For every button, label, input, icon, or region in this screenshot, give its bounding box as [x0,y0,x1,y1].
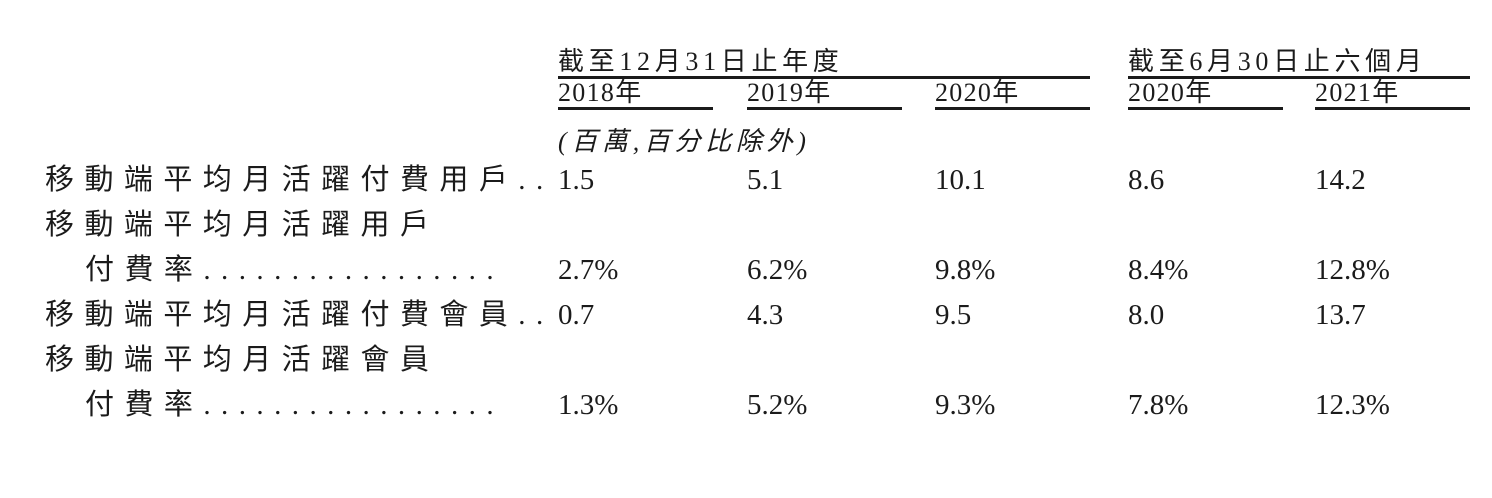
year-header-row: 2018年 2019年 2020年 2020年 2021年 [45,77,1471,110]
value-cell: 6.2% [747,254,808,286]
row-label: 移動端平均月活躍用戶 付費率................. [45,203,558,293]
row-label-line: 移動端平均月活躍付費會員.. [45,299,554,331]
label-column-spacer [45,78,558,109]
year-header-2021-interim: 2021年 [1315,77,1471,110]
unit-note: (百萬,百分比除外) [558,127,811,156]
column-gap [713,203,747,293]
table-row-user-paying-ratio: 移動端平均月活躍用戶 付費率................. 2.7% 6.2… [45,203,1470,293]
column-gap [713,338,747,428]
value-cell: 0.7 [558,299,595,331]
value-cell: 9.3% [935,389,996,421]
column-gap [902,158,935,203]
row-label-line: 移動端平均月活躍會員 [45,344,440,376]
row-label-line: 移動端平均月活躍付費用戶.. [45,164,554,196]
label-column-spacer [45,48,558,78]
year-header-2020-interim: 2020年 [1128,77,1284,110]
column-gap [1090,48,1128,78]
period-header-year-ended: 截至12月31日止年度 [558,48,1091,79]
value-cell: 5.2% [747,389,808,421]
period-header-row: 截至12月31日止年度 截至6月30日止六個月 [45,48,1471,79]
value-cell: 13.7 [1315,299,1366,331]
column-gap [713,158,747,203]
column-gap [902,293,935,338]
column-gap [902,338,935,428]
column-gap [1283,203,1315,293]
column-gap [713,78,747,109]
value-cell: 8.0 [1128,299,1165,331]
value-cell: 12.8% [1315,254,1390,286]
value-cell: 5.1 [747,164,784,196]
row-label-line: 付費率................. [85,254,505,286]
row-label: 移動端平均月活躍會員 付費率................. [45,338,558,428]
table-row-paying-users: 移動端平均月活躍付費用戶.. 1.5 5.1 10.1 8.6 14.2 [45,158,1470,203]
value-cell: 14.2 [1315,164,1366,196]
year-header-2018: 2018年 [558,77,713,110]
column-gap [1090,338,1128,428]
column-gap [1090,203,1128,293]
table-row-member-paying-ratio: 移動端平均月活躍會員 付費率................. 1.3% 5.2… [45,338,1470,428]
label-column-spacer [45,109,558,159]
value-cell: 1.3% [558,389,619,421]
column-gap [902,203,935,293]
unit-note-row: (百萬,百分比除外) [45,109,1470,159]
value-cell: 9.5 [935,299,972,331]
table-row-paying-members: 移動端平均月活躍付費會員.. 0.7 4.3 9.5 8.0 13.7 [45,293,1470,338]
column-gap [1283,338,1315,428]
year-header-2020: 2020年 [935,77,1091,110]
value-cell: 10.1 [935,164,986,196]
column-gap [1283,78,1315,109]
value-cell: 8.6 [1128,164,1165,196]
column-gap [1283,158,1315,203]
value-cell: 1.5 [558,164,595,196]
column-gap [1090,78,1128,109]
value-cell: 7.8% [1128,389,1189,421]
column-gap [1090,293,1128,338]
column-gap [902,78,935,109]
row-label: 移動端平均月活躍付費會員.. [45,293,558,338]
value-cell: 8.4% [1128,254,1189,286]
value-cell: 9.8% [935,254,996,286]
value-cell: 12.3% [1315,389,1390,421]
value-cell: 2.7% [558,254,619,286]
operating-metrics-table: 截至12月31日止年度 截至6月30日止六個月 2018年 2019年 2020… [45,48,1471,428]
column-gap [1090,158,1128,203]
row-label: 移動端平均月活躍付費用戶.. [45,158,558,203]
column-gap [713,293,747,338]
period-header-six-months: 截至6月30日止六個月 [1128,48,1471,79]
year-header-2019: 2019年 [747,77,902,110]
row-label-line: 移動端平均月活躍用戶 [45,209,440,241]
row-label-line: 付費率................. [85,389,505,421]
value-cell: 4.3 [747,299,784,331]
column-gap [1283,293,1315,338]
